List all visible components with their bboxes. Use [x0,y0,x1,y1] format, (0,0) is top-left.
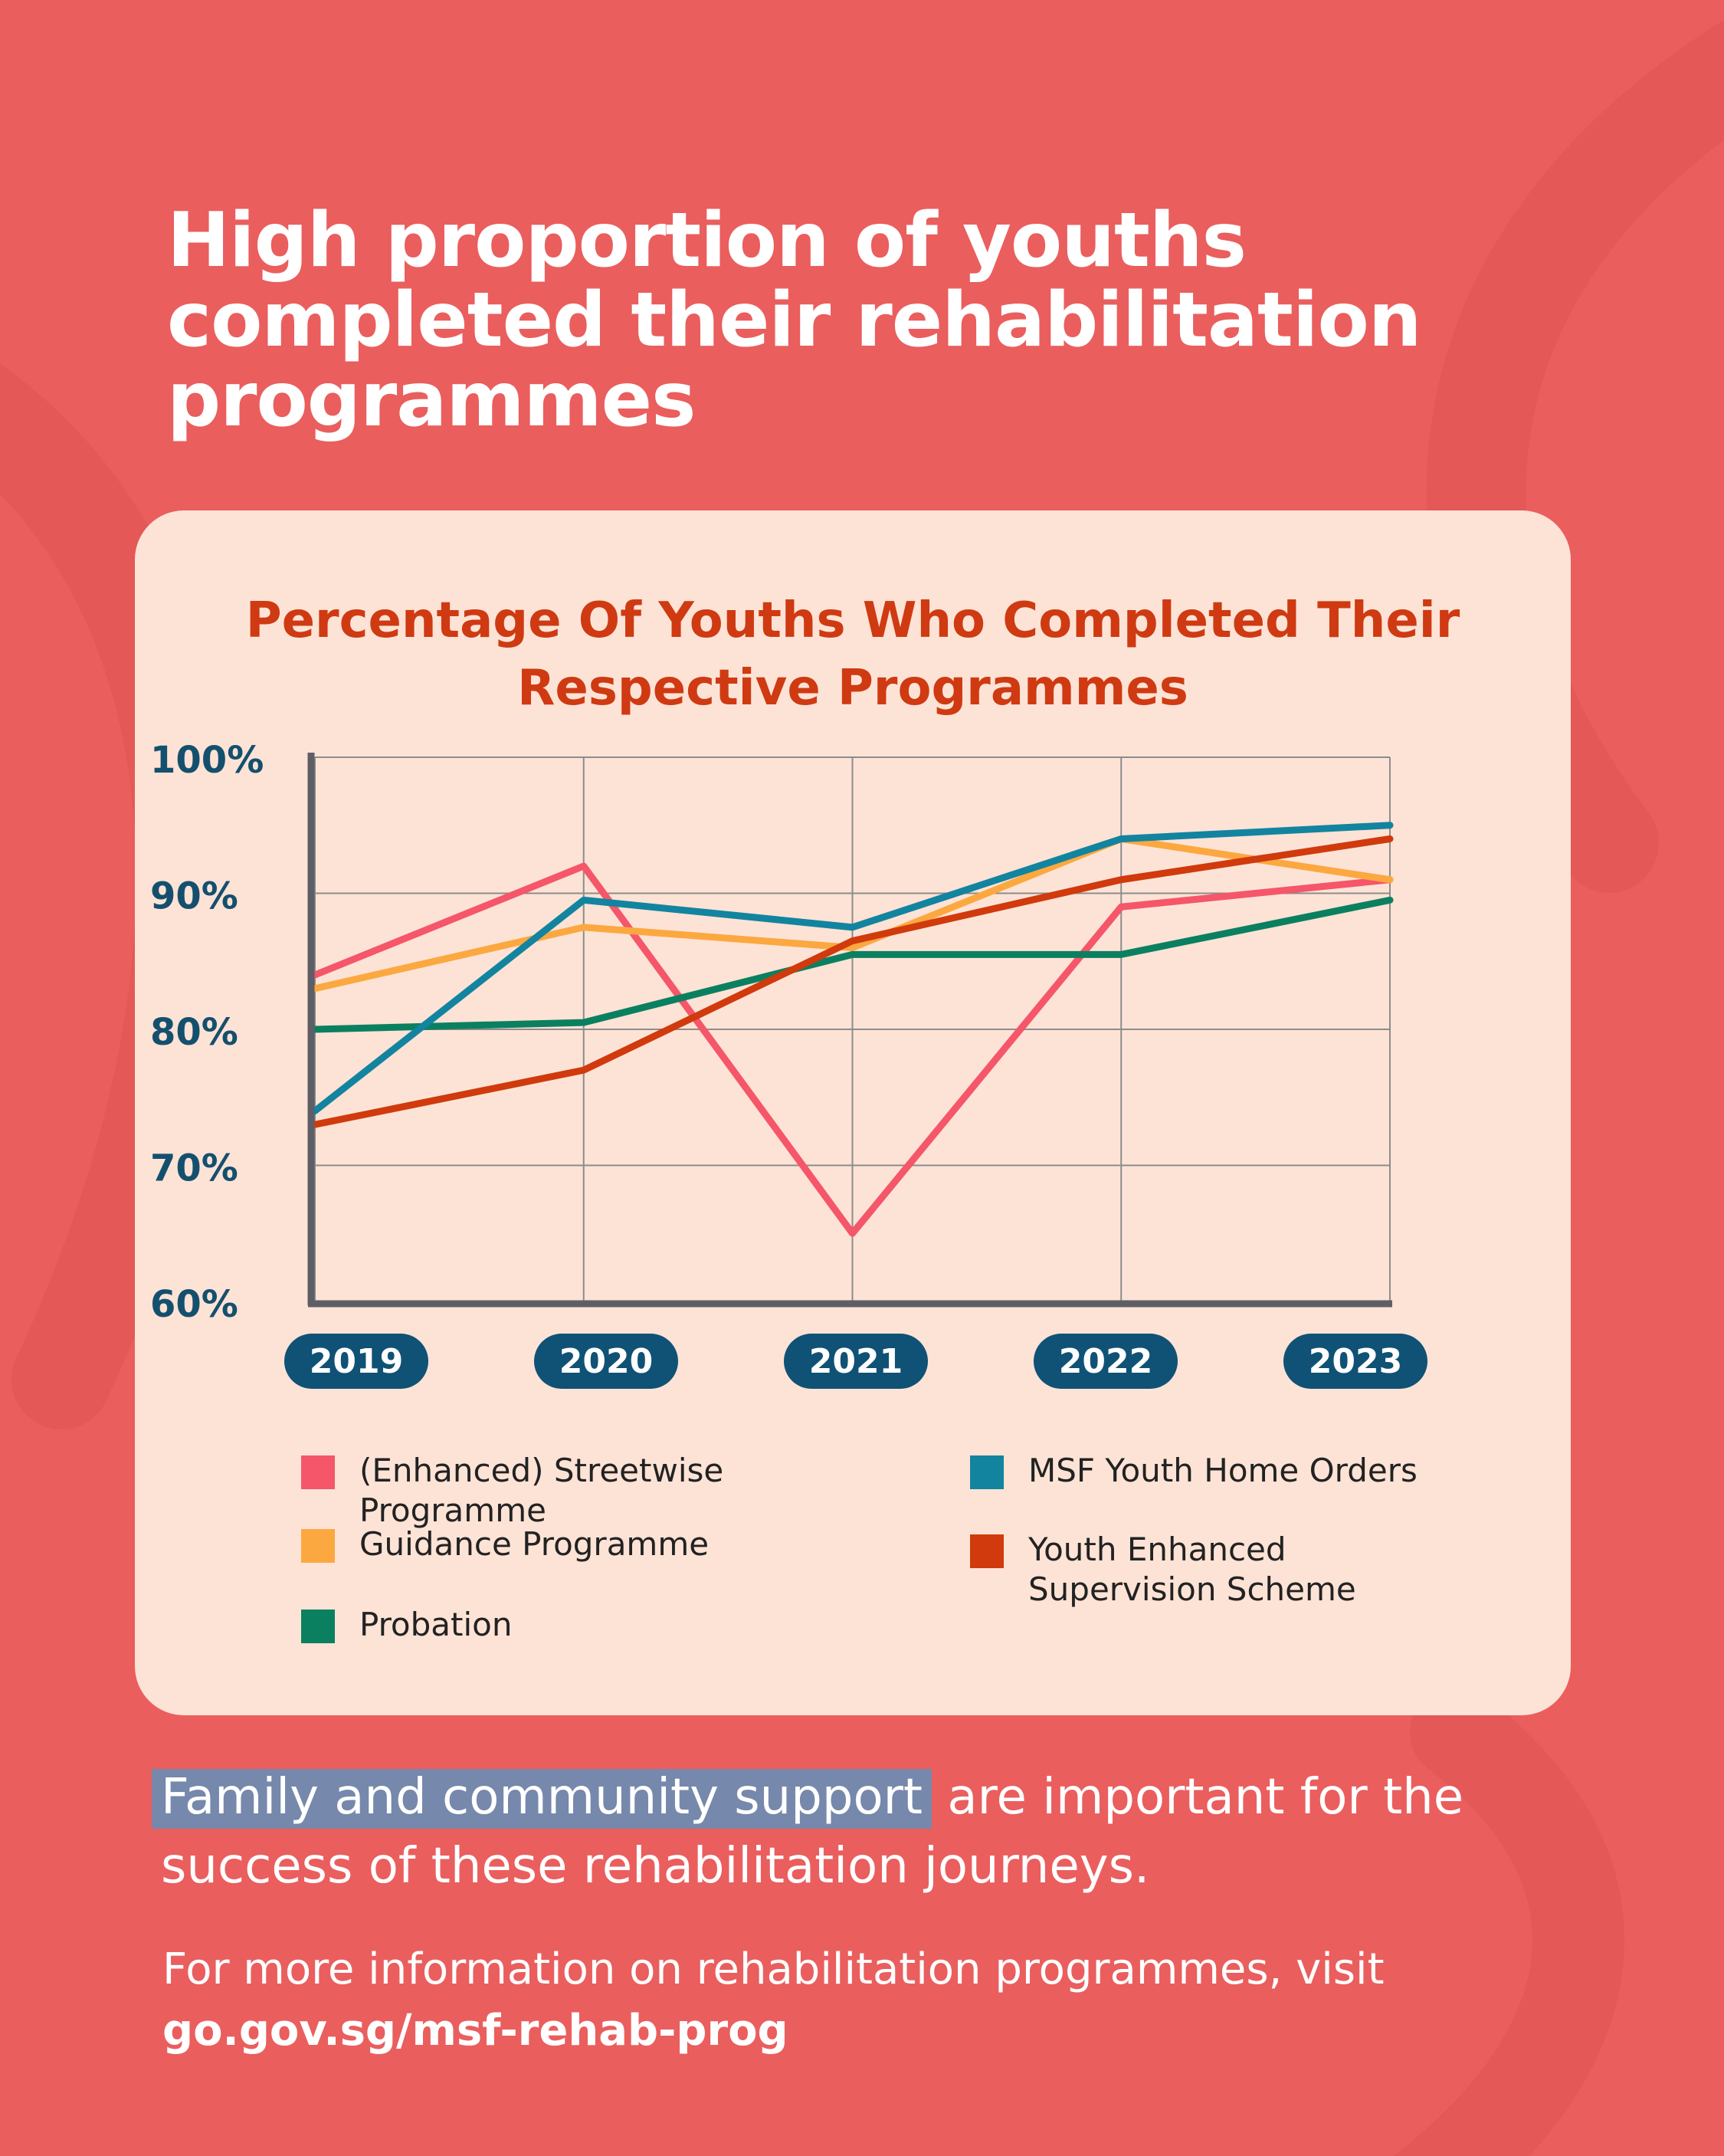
data-point [851,940,854,942]
x-axis-ticks: 2019 2020 2021 2022 2023 [284,1334,1427,1389]
data-point [1389,878,1391,881]
x-tick-label: 2021 [809,1342,903,1381]
support-statement: Family and community support are importa… [152,1763,1617,1901]
legend-label: (Enhanced) Streetwise Programme [359,1452,724,1529]
background-swirl [1393,1686,1624,2156]
legend-item: MSF Youth Home Orders [970,1451,1457,1491]
legend-swatch [301,1610,335,1643]
x-tick-pill [1283,1334,1427,1389]
legend-label: Probation [359,1606,513,1643]
legend-swatch [301,1455,335,1489]
data-point [1389,838,1391,840]
data-point [851,1232,854,1235]
data-point [582,865,585,867]
y-tick-label: 70% [150,1147,238,1190]
legend-item: Guidance Programme [301,1524,788,1564]
x-tick-pill [784,1334,928,1389]
y-tick-label: 60% [150,1283,238,1326]
x-tick-pill [534,1334,678,1389]
support-highlight: Family and community support [152,1769,932,1829]
legend-item: Probation [301,1605,788,1645]
x-tick-pill [1034,1334,1178,1389]
x-tick-label: 2023 [1309,1342,1402,1381]
more-info: For more information on rehabilitation p… [162,1939,1618,2062]
data-point [582,1022,585,1024]
chart-title: Percentage Of Youths Who Completed Their… [245,592,1460,717]
x-tick-pill [284,1334,428,1389]
support-rest: are important for the success of these r… [161,1769,1464,1895]
x-tick-label: 2020 [559,1342,653,1381]
legend-swatch [970,1534,1004,1568]
legend-swatch [301,1529,335,1563]
y-tick-label: 90% [150,875,238,918]
data-point [1120,838,1123,840]
y-tick-label: 100% [150,739,264,782]
legend-item: Youth Enhanced Supervision Scheme [970,1530,1365,1610]
data-point [851,953,854,956]
more-info-link[interactable]: go.gov.sg/msf-rehab-prog [162,2006,788,2056]
chart-series [311,822,1394,1237]
legend-item: (Enhanced) Streetwise Programme [301,1451,788,1531]
chart-legend: (Enhanced) Streetwise Programme Guidance … [135,510,1571,1715]
y-tick-label: 80% [150,1011,238,1054]
data-point [582,926,585,928]
headline: High proportion of youths completed thei… [167,197,1422,444]
data-point [1120,906,1123,908]
data-point [582,899,585,901]
y-axis-ticks: 60% 70% 80% 90% 100% [150,739,264,1326]
legend-label: Youth Enhanced Supervision Scheme [1028,1531,1356,1608]
line-chart: 60% 70% 80% 90% 100% 2019 2020 2021 2022 2023 [150,739,1427,1389]
x-tick-label: 2022 [1059,1342,1152,1381]
data-point [1120,878,1123,881]
data-point [1389,899,1391,901]
legend-label: MSF Youth Home Orders [1028,1452,1418,1489]
more-info-text: For more information on rehabilitation p… [162,1944,1385,1994]
legend-swatch [970,1455,1004,1489]
x-tick-label: 2019 [310,1342,403,1381]
legend-label: Guidance Programme [359,1525,710,1563]
chart-axes [307,753,1392,1308]
data-point [851,926,854,928]
data-point [582,1069,585,1071]
chart-card: Percentage Of Youths Who Completed Their… [135,510,1571,1715]
data-point [1389,824,1391,826]
data-point [851,947,854,949]
data-point [1120,953,1123,956]
